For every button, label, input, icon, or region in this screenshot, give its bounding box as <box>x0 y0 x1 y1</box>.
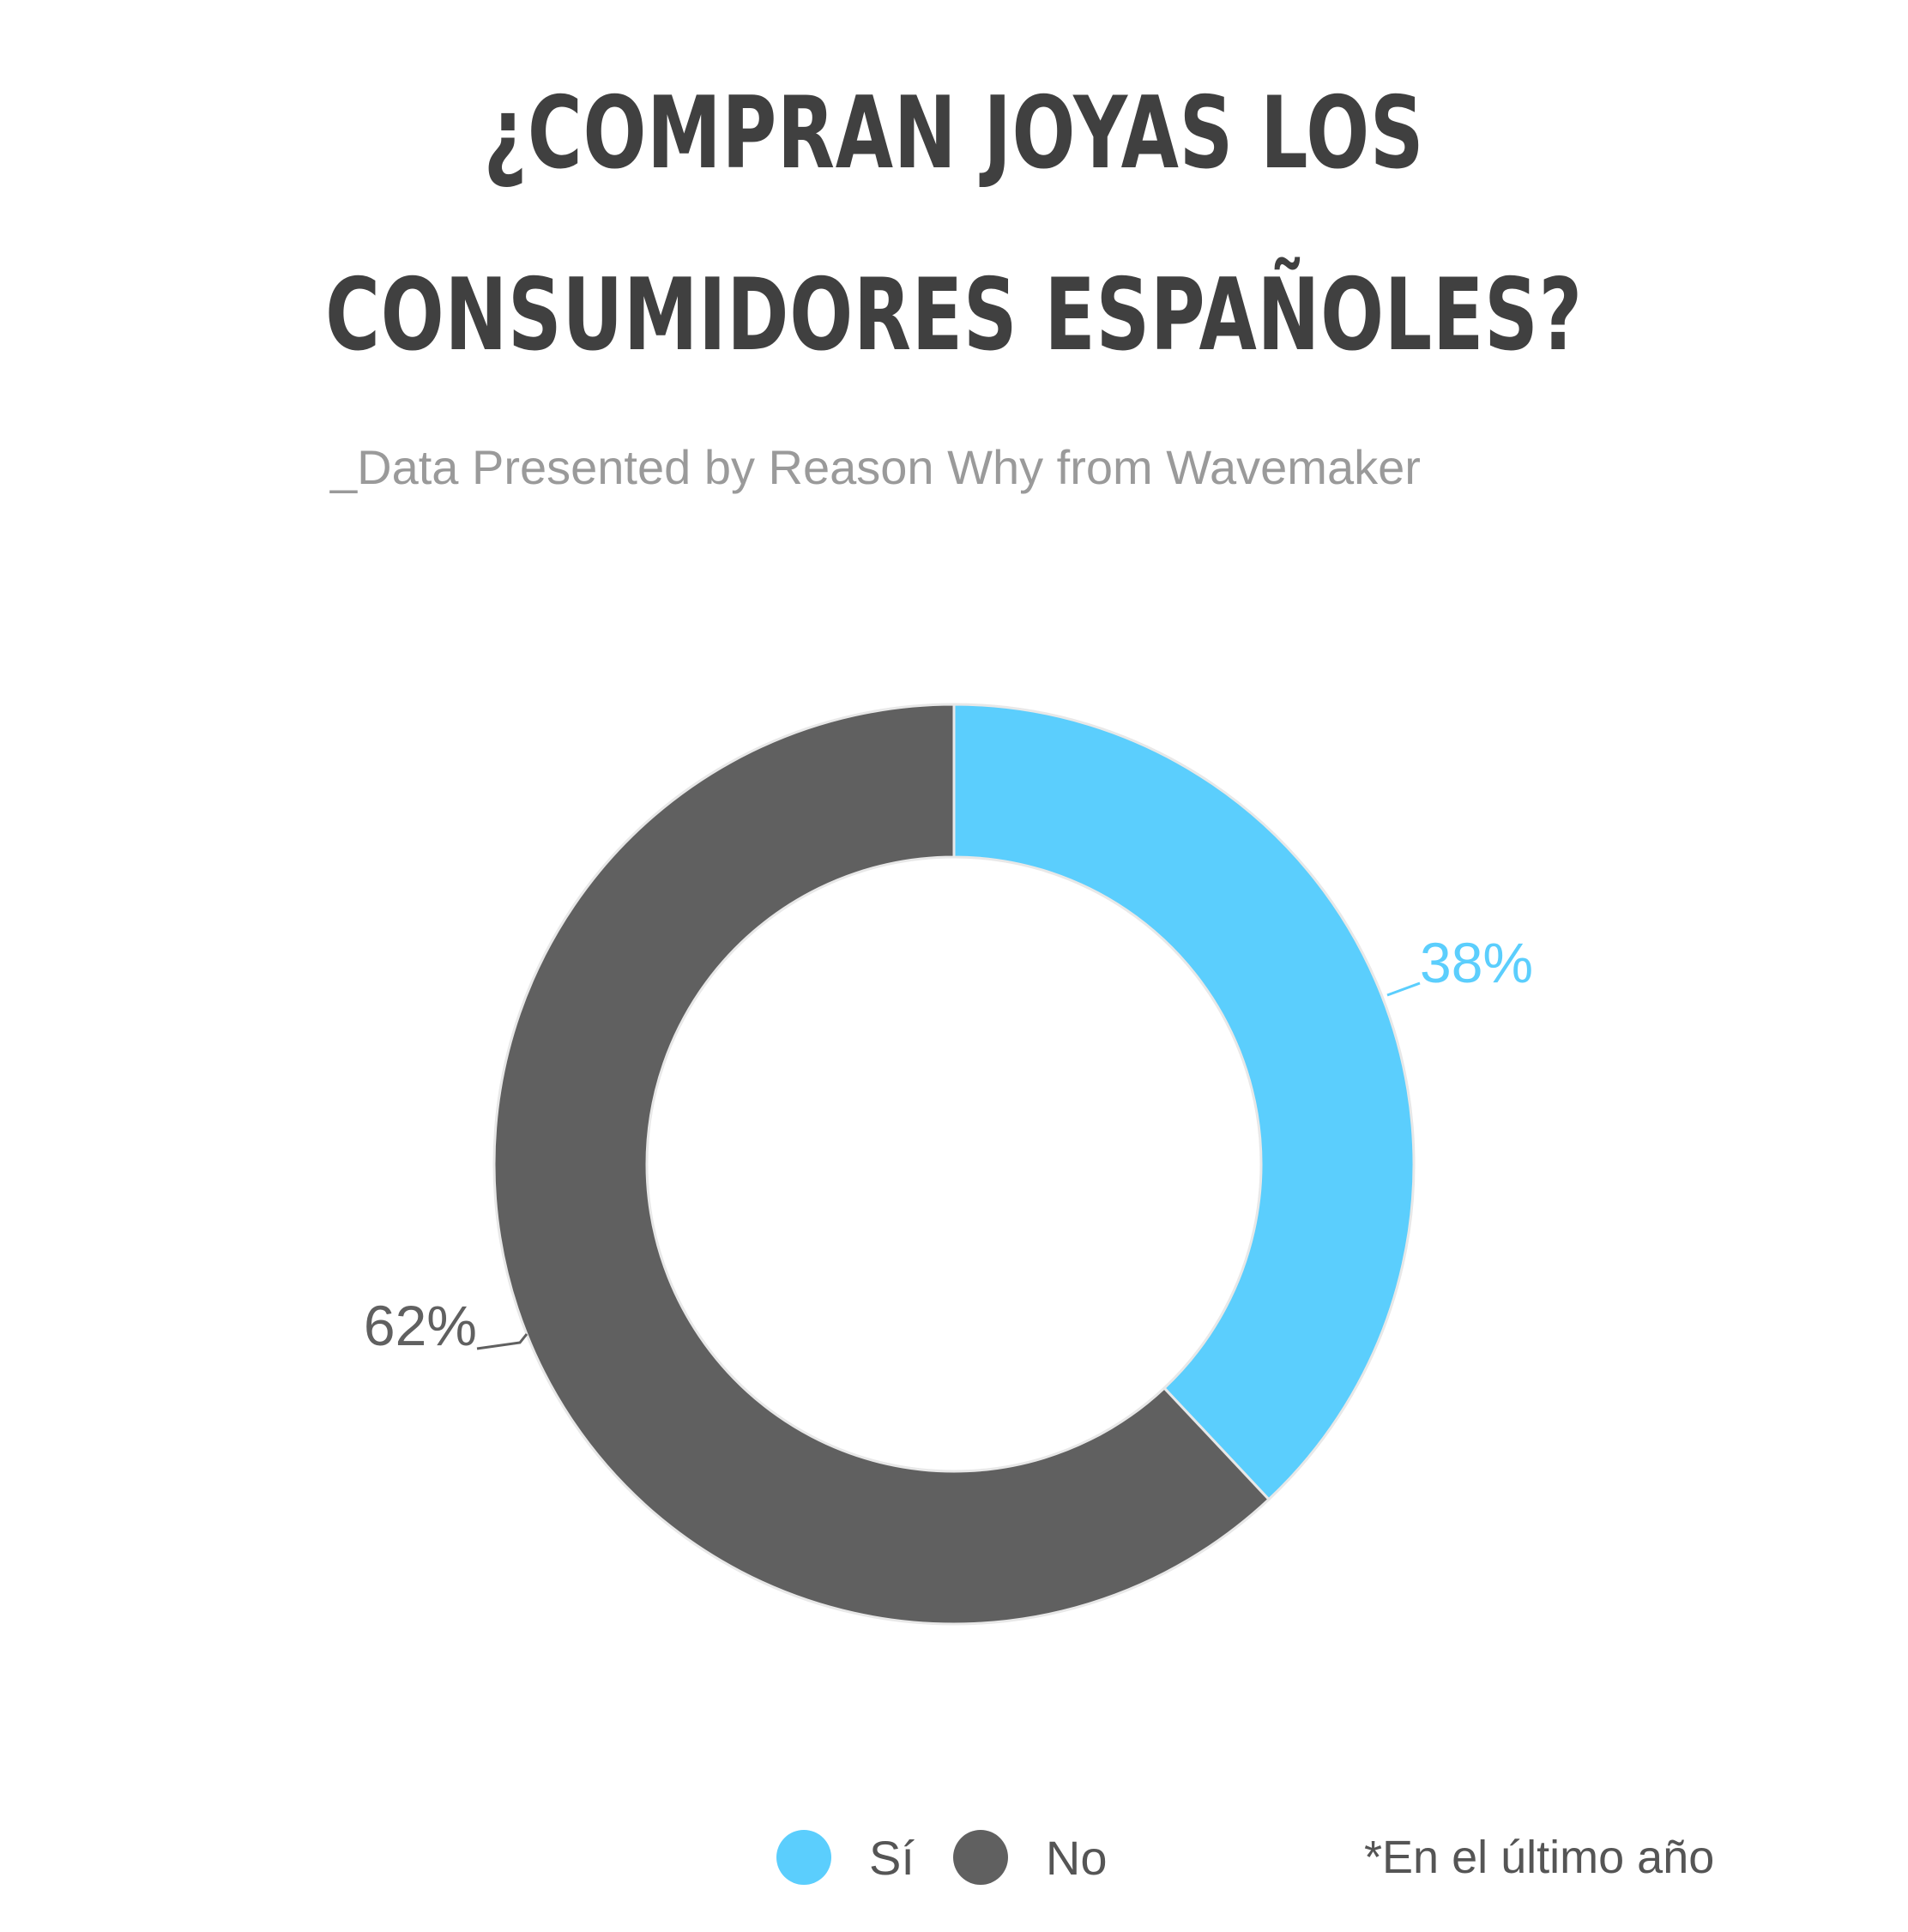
data-label-no: 62% <box>364 1294 477 1357</box>
legend-item-si: Sí <box>776 1830 915 1886</box>
chart-subtitle: _Data Presented by Reason Why from Wavem… <box>330 440 1421 494</box>
data-label-si: 38% <box>1420 931 1533 994</box>
legend-label-si: Sí <box>869 1830 915 1885</box>
leader-line-si <box>1386 981 1421 997</box>
chart-title-line-1: ¿COMPRAN JOYAS LOS <box>483 75 1425 191</box>
legend-item-no: No <box>952 1830 1108 1886</box>
leader-line-no <box>476 1333 528 1350</box>
legend-marker-no <box>952 1830 1008 1885</box>
legend-marker-si <box>776 1830 831 1885</box>
footnote: *En el último año <box>1364 1832 1715 1883</box>
slice-no <box>492 703 1271 1626</box>
chart-title-line-2: CONSUMIDORES ESPAÑOLES? <box>325 257 1583 373</box>
legend: Sí No <box>776 1823 1146 1892</box>
chart-title: ¿COMPRAN JOYAS LOS CONSUMIDORES ESPAÑOLE… <box>238 43 1670 407</box>
legend-label-no: No <box>1045 1830 1108 1885</box>
slice-si <box>952 703 1416 1501</box>
